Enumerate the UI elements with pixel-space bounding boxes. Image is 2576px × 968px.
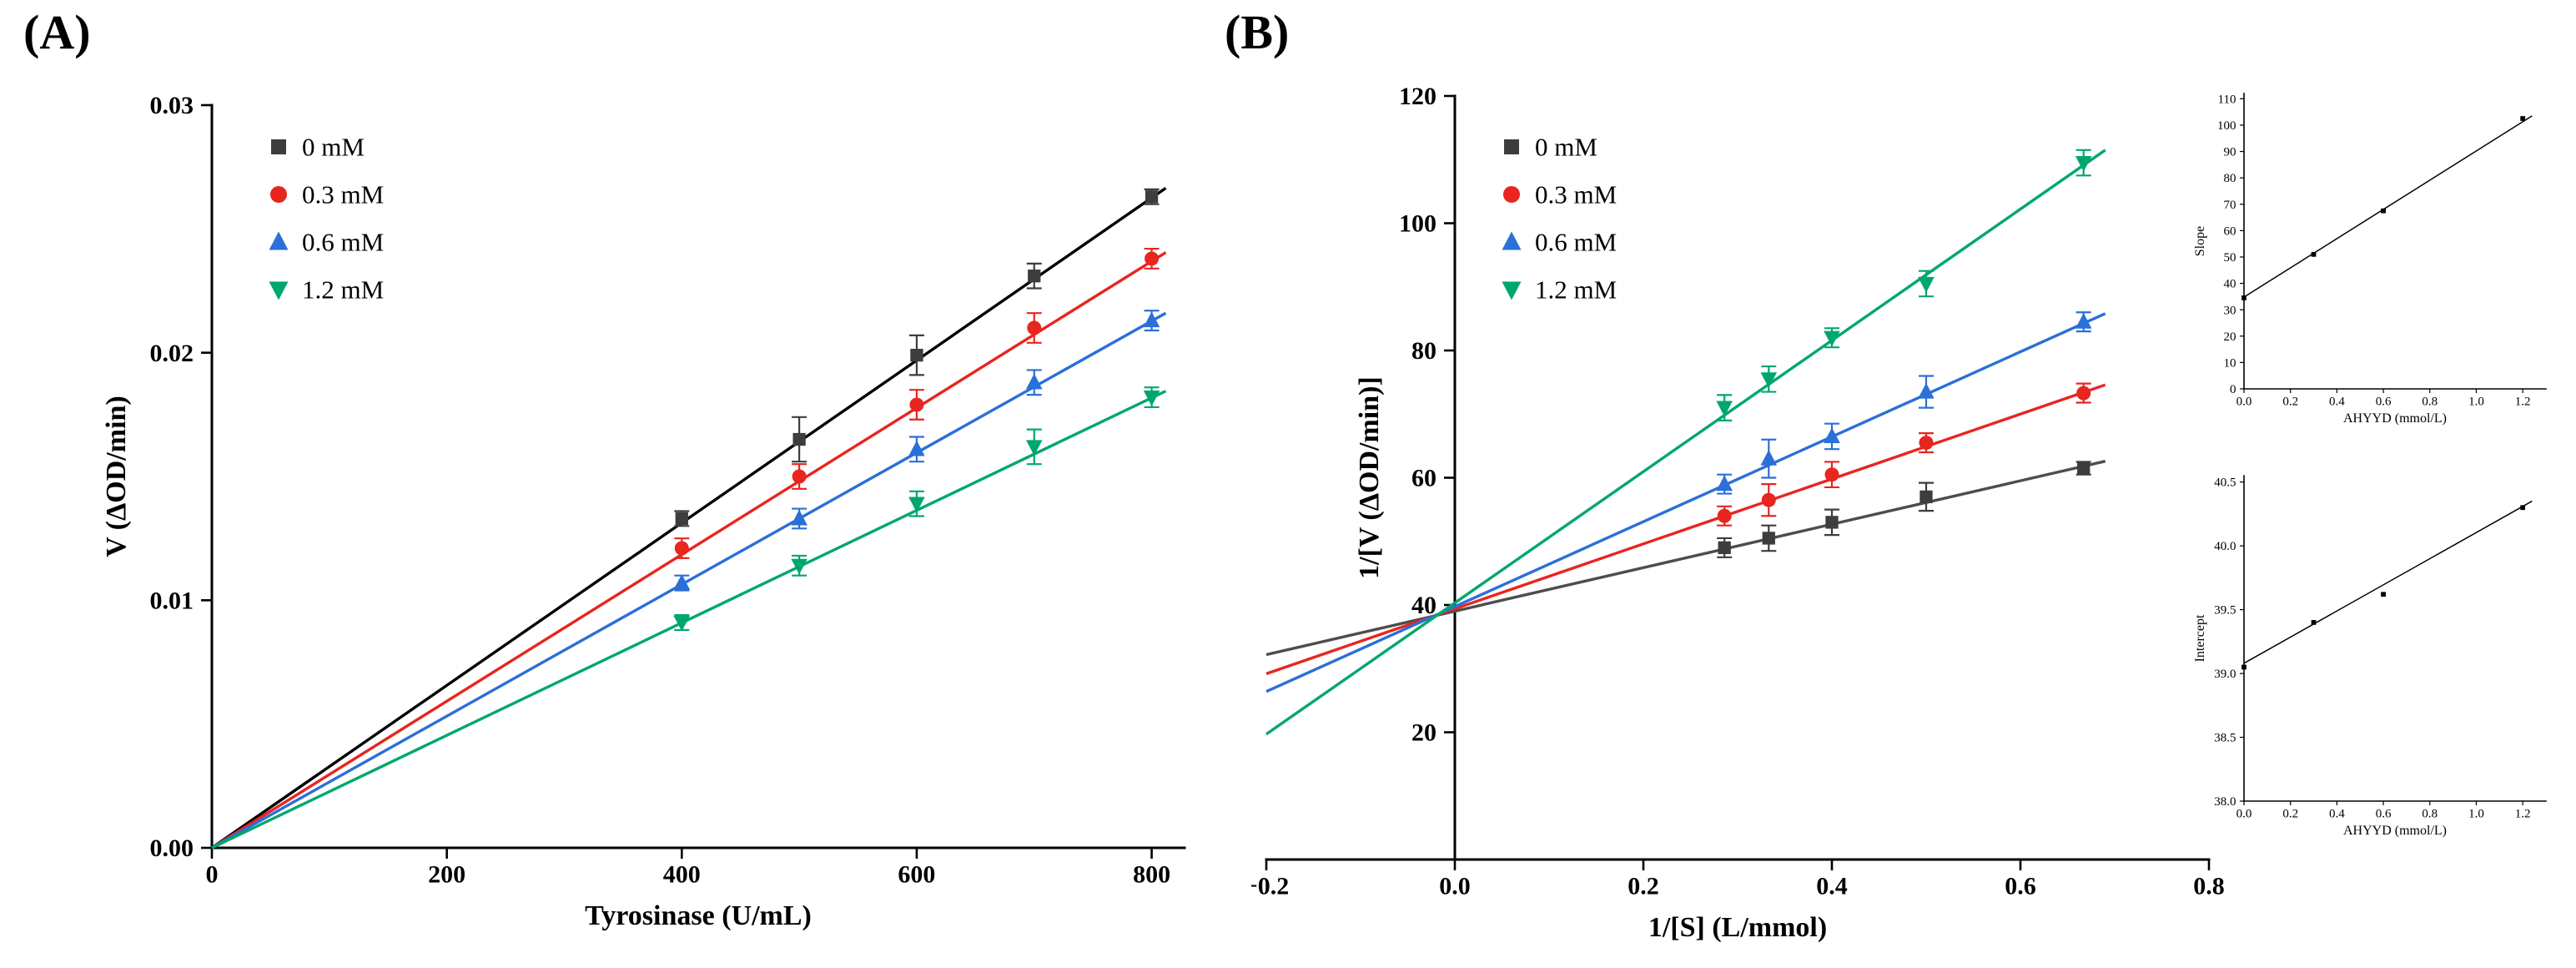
svg-text:10: 10: [2224, 356, 2236, 370]
svg-text:AHYYD (mmol/L): AHYYD (mmol/L): [2343, 824, 2447, 838]
svg-text:1.0: 1.0: [2468, 807, 2484, 820]
svg-text:1.2: 1.2: [2515, 807, 2531, 820]
panel-a-chart: 0 200 400 600 800 0.00 0.01 0.02 0.03 Tyrosinase …: [0, 0, 1251, 968]
svg-text:1/[V (ΔOD/min)]: 1/[V (ΔOD/min)]: [1354, 376, 1385, 579]
series-0.3-mM: [211, 247, 1167, 850]
legend: 0 mM 0.3 mM 0.6 mM 1.2 mM: [1502, 133, 1617, 305]
svg-text:1.2: 1.2: [2515, 395, 2531, 408]
svg-text:40: 40: [1411, 592, 1436, 619]
svg-text:0.6 mM: 0.6 mM: [302, 228, 384, 257]
svg-text:1.2 mM: 1.2 mM: [302, 275, 384, 305]
series-1.2-mM: [211, 386, 1167, 850]
svg-text:50: 50: [2224, 251, 2236, 265]
svg-text:600: 600: [898, 861, 935, 889]
svg-text:1.0: 1.0: [2468, 395, 2484, 408]
series-Slope: [2241, 115, 2533, 300]
svg-text:Tyrosinase (U/mL): Tyrosinase (U/mL): [585, 900, 812, 931]
svg-text:0.01: 0.01: [150, 587, 194, 615]
panel-b-plot: −0.2 0.0 0.2 0.4 0.6 0.8 20 40 60 80 100 120 1/[S] (…: [1251, 83, 2225, 943]
svg-text:200: 200: [428, 861, 465, 889]
svg-text:400: 400: [663, 861, 701, 889]
legend: 0 mM 0.3 mM 0.6 mM 1.2 mM: [269, 133, 384, 305]
svg-text:0.02: 0.02: [150, 340, 194, 367]
svg-text:0.2: 0.2: [2282, 807, 2298, 820]
svg-text:0.03: 0.03: [150, 92, 194, 119]
svg-text:0.00: 0.00: [150, 834, 194, 862]
svg-text:AHYYD (mmol/L): AHYYD (mmol/L): [2343, 411, 2447, 426]
svg-text:38.0: 38.0: [2214, 795, 2236, 809]
svg-text:−0.2: −0.2: [1251, 873, 1289, 900]
axes: −0.2 0.0 0.2 0.4 0.6 0.8 20 40 60 80 100 120 1/[S] (…: [1251, 83, 2225, 943]
svg-text:0.6: 0.6: [2376, 395, 2392, 408]
svg-text:39.0: 39.0: [2214, 668, 2236, 681]
svg-text:0.6 mM: 0.6 mM: [1535, 228, 1617, 257]
series-0.3-mM: [1265, 382, 2106, 675]
inset-slope-chart: 0.0 0.2 0.4 0.6 0.8 1.0 1.2 0 10 20 30 40 50 60 70 80 90…: [2186, 0, 2576, 451]
svg-text:40: 40: [2224, 278, 2236, 291]
svg-text:0.8: 0.8: [2422, 395, 2438, 408]
series-0-mM: [1265, 460, 2106, 657]
svg-text:0.2: 0.2: [2282, 395, 2298, 408]
axes: 0 200 400 600 800 0.00 0.01 0.02 0.03 Tyrosinase …: [101, 92, 1186, 931]
svg-text:0.4: 0.4: [2329, 807, 2345, 820]
svg-text:80: 80: [2224, 172, 2236, 185]
svg-text:0: 0: [206, 861, 219, 889]
svg-text:1.2 mM: 1.2 mM: [1535, 275, 1617, 305]
svg-text:0.8: 0.8: [2422, 807, 2438, 820]
inset-slope-plot: 0.0 0.2 0.4 0.6 0.8 1.0 1.2 0 10 20 30 40 50 60 70 80 90…: [2193, 93, 2547, 426]
svg-text:Slope: Slope: [2193, 226, 2207, 256]
svg-text:0.0: 0.0: [2236, 395, 2252, 408]
svg-text:0.0: 0.0: [2236, 807, 2252, 820]
svg-text:20: 20: [1411, 719, 1436, 747]
svg-text:1/[S] (L/mmol): 1/[S] (L/mmol): [1648, 912, 1827, 943]
svg-text:0.2: 0.2: [1628, 873, 1659, 900]
axes: 0.0 0.2 0.4 0.6 0.8 1.0 1.2 38.0 38.5 39.0 39.5 40.…: [2193, 475, 2547, 838]
series-1.2-mM: [1265, 149, 2106, 736]
inset-intercept-plot: 0.0 0.2 0.4 0.6 0.8 1.0 1.2 38.0 38.5 39.0 39.5 40.…: [2193, 475, 2547, 838]
svg-text:60: 60: [1411, 465, 1436, 492]
svg-text:39.5: 39.5: [2214, 604, 2236, 618]
series-Intercept: [2241, 500, 2533, 670]
svg-text:100: 100: [1399, 210, 1436, 238]
svg-text:0.6: 0.6: [2005, 873, 2036, 900]
svg-text:80: 80: [1411, 337, 1436, 365]
svg-text:0.3 mM: 0.3 mM: [302, 180, 384, 209]
svg-text:0.4: 0.4: [1816, 873, 1848, 900]
svg-text:100: 100: [2217, 119, 2236, 133]
series-0.6-mM: [211, 310, 1167, 850]
series-0.6-mM: [1265, 311, 2106, 693]
svg-text:0.8: 0.8: [2193, 873, 2225, 900]
svg-text:38.5: 38.5: [2214, 732, 2236, 745]
svg-text:0.6: 0.6: [2376, 807, 2392, 820]
axes: 0.0 0.2 0.4 0.6 0.8 1.0 1.2 0 10 20 30 40 50 60 70 80 90…: [2193, 93, 2547, 426]
series-0-mM: [211, 186, 1167, 850]
svg-text:30: 30: [2224, 304, 2236, 317]
panel-a-label: (A): [23, 5, 91, 59]
svg-text:70: 70: [2224, 199, 2236, 212]
svg-text:0.3 mM: 0.3 mM: [1535, 180, 1617, 209]
svg-text:40.0: 40.0: [2214, 540, 2236, 553]
inset-intercept-chart: 0.0 0.2 0.4 0.6 0.8 1.0 1.2 38.0 38.5 39.0 39.5 40.…: [2186, 451, 2576, 901]
svg-text:800: 800: [1133, 861, 1170, 889]
svg-text:60: 60: [2224, 224, 2236, 238]
svg-text:120: 120: [1399, 83, 1436, 110]
svg-text:0 mM: 0 mM: [1535, 133, 1597, 162]
svg-text:0.4: 0.4: [2329, 395, 2345, 408]
svg-text:110: 110: [2218, 93, 2236, 106]
svg-text:0 mM: 0 mM: [302, 133, 365, 162]
svg-text:20: 20: [2224, 330, 2236, 344]
svg-text:40.5: 40.5: [2214, 476, 2236, 490]
svg-text:0: 0: [2230, 383, 2236, 396]
svg-text:0.0: 0.0: [1439, 873, 1471, 900]
panel-a-plot: 0 200 400 600 800 0.00 0.01 0.02 0.03 Tyrosinase …: [101, 92, 1186, 931]
panel-b-label: (B): [1225, 5, 1290, 59]
svg-text:90: 90: [2224, 146, 2236, 159]
svg-text:V (ΔOD/min): V (ΔOD/min): [101, 396, 132, 557]
svg-text:Intercept: Intercept: [2193, 614, 2207, 662]
